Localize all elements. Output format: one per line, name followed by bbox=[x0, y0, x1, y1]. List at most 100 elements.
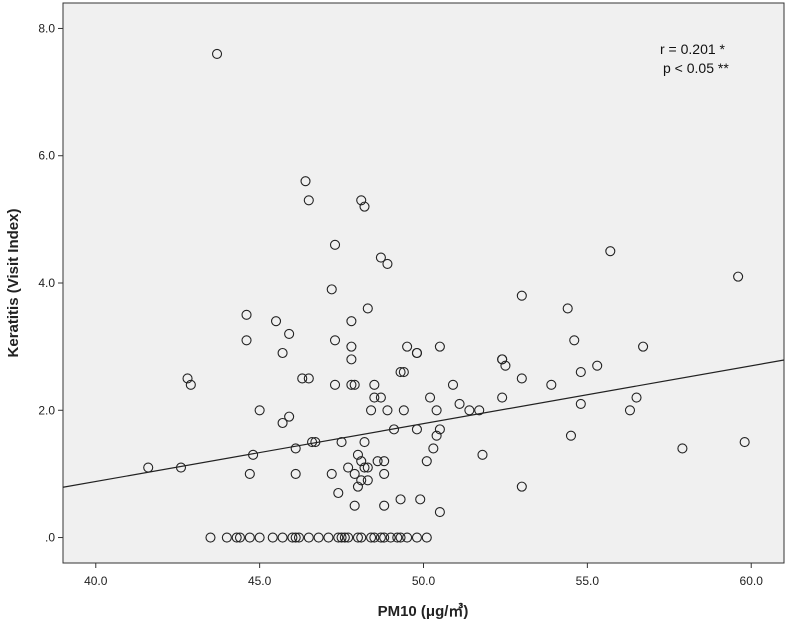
data-point bbox=[369, 379, 380, 390]
data-point bbox=[631, 392, 642, 403]
data-point bbox=[241, 335, 252, 346]
data-point bbox=[359, 201, 370, 212]
data-point bbox=[343, 462, 354, 473]
data-point bbox=[562, 303, 573, 314]
data-point bbox=[421, 456, 432, 467]
data-point bbox=[313, 532, 324, 543]
y-tick-label: 6.0 bbox=[38, 149, 55, 163]
data-point bbox=[516, 373, 527, 384]
data-point bbox=[415, 494, 426, 505]
data-point bbox=[375, 252, 386, 263]
data-point bbox=[241, 309, 252, 320]
data-point bbox=[516, 481, 527, 492]
data-point bbox=[431, 405, 442, 416]
data-point bbox=[356, 475, 367, 486]
data-point bbox=[221, 532, 232, 543]
data-point bbox=[624, 405, 636, 416]
data-point bbox=[352, 481, 364, 492]
data-point bbox=[293, 532, 305, 543]
data-point bbox=[244, 468, 255, 479]
y-tick-label: .0 bbox=[45, 531, 55, 545]
data-point bbox=[739, 437, 750, 448]
data-point bbox=[329, 379, 341, 390]
data-point bbox=[303, 195, 314, 206]
data-point bbox=[447, 379, 459, 390]
data-point bbox=[270, 316, 282, 327]
data-point bbox=[336, 532, 347, 543]
data-point bbox=[277, 347, 288, 359]
data-point bbox=[402, 532, 413, 543]
data-point bbox=[349, 468, 360, 479]
data-point bbox=[375, 392, 386, 403]
data-point bbox=[231, 532, 242, 543]
data-point bbox=[497, 392, 508, 403]
data-point bbox=[284, 411, 295, 422]
data-point bbox=[379, 532, 390, 543]
x-axis: 40.0 45.0 50.0 55.0 60.0 bbox=[84, 563, 763, 588]
data-point bbox=[211, 48, 223, 59]
x-tick-label: 60.0 bbox=[740, 574, 764, 588]
x-tick-label: 45.0 bbox=[248, 574, 272, 588]
data-point bbox=[185, 379, 196, 390]
y-tick-label: 2.0 bbox=[38, 403, 55, 417]
data-point bbox=[379, 468, 390, 479]
y-tick-label: 8.0 bbox=[38, 21, 55, 35]
annotation-p: p < 0.05 ** bbox=[663, 60, 729, 76]
data-point bbox=[605, 246, 616, 257]
x-tick-label: 55.0 bbox=[576, 574, 600, 588]
data-point bbox=[310, 437, 321, 448]
data-point bbox=[356, 456, 367, 467]
data-point bbox=[267, 532, 278, 543]
data-point bbox=[592, 360, 603, 371]
y-tick-label: 4.0 bbox=[38, 276, 55, 290]
data-point bbox=[182, 373, 193, 384]
y-axis: .0 2.0 4.0 6.0 8.0 bbox=[38, 21, 63, 545]
data-point bbox=[425, 392, 436, 403]
data-point bbox=[497, 354, 508, 365]
data-point bbox=[385, 532, 396, 543]
data-point bbox=[382, 258, 393, 269]
data-point bbox=[346, 341, 357, 352]
data-point bbox=[369, 392, 380, 403]
x-tick-label: 50.0 bbox=[412, 574, 436, 588]
data-point bbox=[369, 532, 380, 543]
data-point bbox=[434, 424, 445, 435]
data-point bbox=[428, 443, 439, 454]
data-point bbox=[677, 443, 688, 454]
data-point bbox=[395, 494, 406, 505]
data-point bbox=[277, 417, 288, 429]
annotation-r: r = 0.201 * bbox=[660, 41, 726, 57]
data-point bbox=[287, 532, 298, 543]
data-point bbox=[300, 176, 311, 187]
data-point bbox=[411, 347, 422, 359]
data-point bbox=[569, 335, 580, 346]
data-point bbox=[343, 532, 354, 543]
data-point bbox=[290, 443, 301, 454]
data-point bbox=[411, 424, 422, 435]
data-point bbox=[638, 341, 649, 352]
data-point bbox=[297, 373, 308, 384]
data-point bbox=[284, 328, 295, 339]
data-point bbox=[434, 507, 445, 518]
x-tick-label: 40.0 bbox=[84, 574, 108, 588]
data-point bbox=[575, 398, 586, 409]
data-point bbox=[388, 424, 400, 435]
data-point bbox=[254, 405, 265, 416]
data-point bbox=[395, 532, 406, 543]
data-point bbox=[277, 532, 288, 543]
data-point bbox=[248, 449, 259, 460]
data-point bbox=[290, 468, 301, 479]
data-point bbox=[326, 468, 337, 479]
plot-area bbox=[62, 2, 785, 564]
data-point bbox=[352, 532, 364, 543]
data-point bbox=[359, 462, 370, 473]
data-point bbox=[339, 532, 350, 543]
data-point bbox=[329, 335, 341, 346]
data-point bbox=[244, 532, 255, 543]
data-point bbox=[254, 532, 265, 543]
data-point bbox=[362, 475, 373, 486]
data-point bbox=[382, 405, 393, 416]
data-point bbox=[421, 532, 432, 543]
data-point bbox=[392, 532, 403, 543]
data-point bbox=[356, 532, 367, 543]
